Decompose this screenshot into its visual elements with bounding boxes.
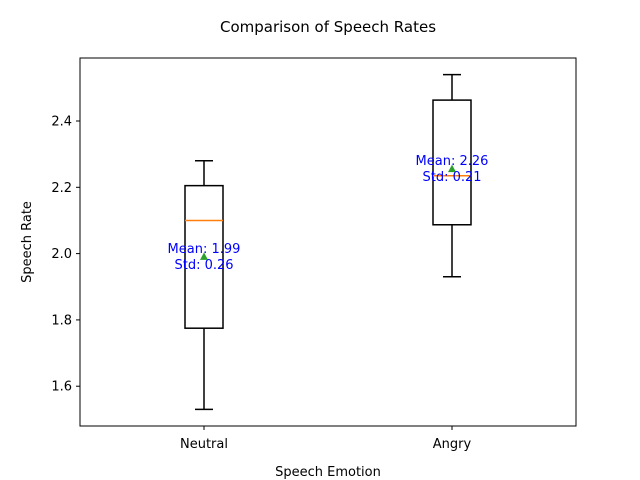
mean-annotation: Mean: 2.26 [416, 154, 489, 169]
y-tick-label: 2.4 [51, 114, 72, 129]
std-annotation: Std: 0.21 [422, 170, 481, 185]
x-tick-label: Angry [433, 437, 472, 452]
chart-title: Comparison of Speech Rates [220, 18, 436, 36]
x-tick-label: Neutral [180, 437, 228, 452]
plot-area-frame [79, 57, 577, 427]
std-annotation: Std: 0.26 [174, 258, 233, 273]
iqr-box [184, 184, 224, 329]
y-tick-label: 1.6 [51, 380, 72, 395]
x-axis-label: Speech Emotion [275, 465, 381, 480]
y-tick-label: 1.8 [51, 313, 72, 328]
y-axis: 1.6 1.8 2.0 2.2 2.4 [51, 114, 80, 395]
mean-marker [448, 164, 456, 173]
x-axis: Neutral Angry [180, 426, 472, 452]
mean-marker [200, 252, 208, 260]
mean-annotation: Mean: 1.99 [168, 242, 241, 257]
y-axis-label: Speech Rate [20, 201, 35, 283]
y-tick-label: 2.2 [51, 181, 72, 196]
iqr-box [432, 99, 472, 226]
y-tick-label: 2.0 [51, 247, 72, 262]
